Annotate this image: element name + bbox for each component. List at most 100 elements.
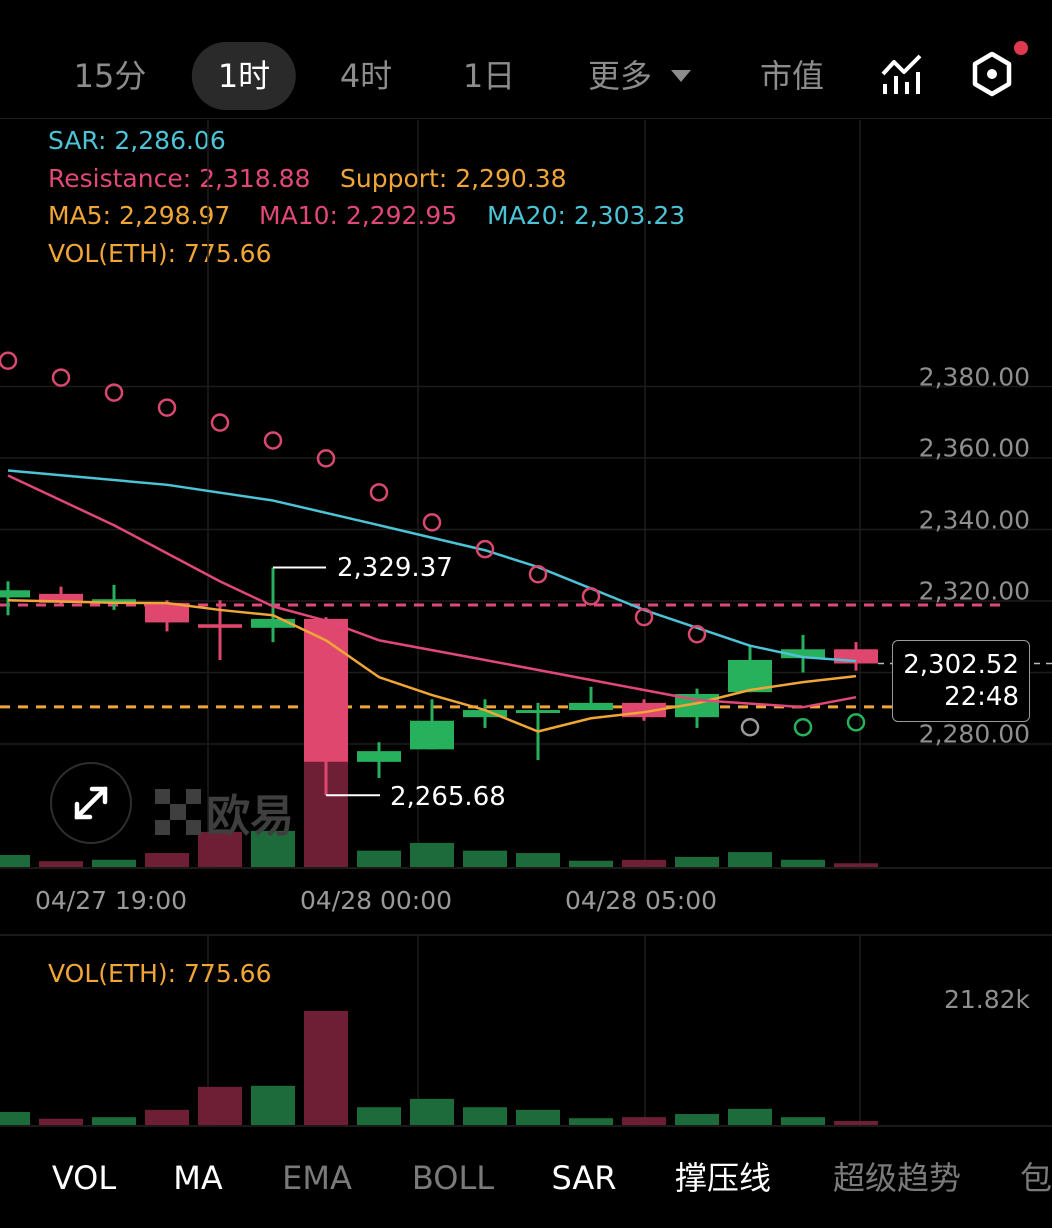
- legend-sar: SAR: 2,286.06: [48, 126, 226, 155]
- sar-dot: [793, 717, 813, 737]
- volume-bar-overlay: [569, 860, 613, 867]
- volume-bar-overlay: [622, 859, 666, 867]
- last-price-tag[interactable]: 2,302.52 22:48: [892, 640, 1030, 722]
- sar-dot: [104, 383, 124, 402]
- volume-bar-overlay: [410, 842, 454, 867]
- volume-bar-overlay: [516, 853, 560, 867]
- notification-dot: [1014, 41, 1028, 55]
- tab-1d[interactable]: 1日: [462, 57, 516, 95]
- candle-body: [463, 710, 507, 718]
- sar-dot: [210, 413, 230, 432]
- candle-countdown: 22:48: [944, 682, 1019, 712]
- sar-dot: [475, 539, 495, 559]
- sar-dot: [846, 713, 866, 732]
- x-tick-label: 04/27 19:00: [34, 886, 188, 915]
- x-tick-label: 04/28 00:00: [299, 886, 453, 915]
- line-bar-chart-icon[interactable]: [880, 52, 924, 96]
- expand-arrows-icon: [74, 786, 108, 820]
- sar-dot: [51, 368, 71, 387]
- volume-bar: [516, 1109, 560, 1125]
- indicator-boll[interactable]: BOLL: [411, 1159, 495, 1197]
- volume-bar-overlay: [198, 831, 242, 867]
- volume-bar: [728, 1108, 772, 1125]
- indicator-ema[interactable]: EMA: [282, 1159, 352, 1197]
- legend-ma10: MA10: 2,292.95: [259, 201, 458, 230]
- y-tick-label: 2,280.00: [918, 719, 1030, 749]
- volume-bar: [357, 1107, 401, 1125]
- okx-logo-icon: [155, 789, 201, 835]
- volume-legend: VOL(ETH): 775.66: [48, 959, 272, 988]
- y-tick-label: 2,340.00: [918, 505, 1030, 535]
- volume-bar: [463, 1107, 507, 1125]
- volume-bar: [0, 1111, 30, 1125]
- sar-dot: [263, 431, 283, 450]
- legend-ma5: MA5: 2,298.97: [48, 201, 231, 230]
- volume-bar-overlay: [145, 853, 189, 867]
- indicator-envelope[interactable]: 包: [1019, 1159, 1052, 1197]
- volume-bar: [410, 1098, 454, 1125]
- x-tick-label: 04/28 05:00: [564, 886, 718, 915]
- legend-ma20: MA20: 2,303.23: [487, 201, 686, 230]
- volume-bar: [569, 1118, 613, 1125]
- tab-4h[interactable]: 4时: [339, 57, 393, 95]
- candle-body: [569, 702, 613, 711]
- candle-body: [39, 593, 83, 603]
- volume-bar-overlay: [781, 859, 825, 867]
- candle-body: [304, 618, 348, 762]
- indicator-sar[interactable]: SAR: [551, 1159, 617, 1197]
- legend-resistance: Resistance: 2,318.88: [48, 164, 311, 193]
- volume-bar: [304, 1011, 348, 1125]
- candle-body: [92, 599, 136, 603]
- candle-body: [198, 624, 242, 628]
- sar-dot: [316, 449, 336, 468]
- volume-bar: [198, 1086, 242, 1125]
- sar-dot: [0, 351, 18, 371]
- volume-bar-overlay: [39, 861, 83, 867]
- sar-dot: [634, 607, 654, 627]
- volume-bar-overlay: [834, 863, 878, 867]
- sar-dot: [687, 624, 707, 644]
- y-tick-label: 2,320.00: [918, 576, 1030, 606]
- volume-bar: [834, 1120, 878, 1125]
- volume-bar-overlay: [728, 852, 772, 867]
- y-tick-label: 2,360.00: [918, 433, 1030, 463]
- volume-bar-overlay: [675, 856, 719, 867]
- indicator-vol[interactable]: VOL: [51, 1159, 117, 1197]
- low-annotation: 2,265.68: [390, 782, 506, 812]
- volume-bar: [622, 1117, 666, 1125]
- candle-body: [251, 618, 295, 628]
- indicator-ma[interactable]: MA: [173, 1159, 223, 1197]
- volume-bar-overlay: [463, 850, 507, 867]
- indicator-support-resistance[interactable]: 撑压线: [674, 1159, 772, 1197]
- indicator-supertrend[interactable]: 超级趋势: [832, 1159, 962, 1197]
- ma-line-ma10: [7, 474, 857, 709]
- volume-bar: [781, 1117, 825, 1125]
- candle-body: [834, 649, 878, 664]
- watermark-text: 欧易: [206, 791, 295, 842]
- divider: [0, 118, 1052, 119]
- volume-bar: [675, 1114, 719, 1125]
- sar-dot: [528, 564, 548, 584]
- tab-1h[interactable]: 1时: [191, 42, 297, 110]
- sar-dot: [581, 587, 601, 606]
- volume-bar-overlay: [251, 830, 295, 867]
- candle-body: [145, 602, 189, 623]
- hexagon-settings-icon[interactable]: [968, 50, 1016, 98]
- tab-more[interactable]: 更多: [587, 57, 653, 95]
- volume-bar: [92, 1117, 136, 1125]
- volume-bar: [145, 1109, 189, 1125]
- ma-line-ma20: [7, 469, 857, 663]
- tab-15m[interactable]: 15分: [73, 57, 147, 95]
- candle-body: [0, 590, 30, 598]
- volume-bar: [251, 1085, 295, 1125]
- high-annotation: 2,329.37: [337, 553, 453, 583]
- expand-button[interactable]: [50, 762, 132, 844]
- ma-line-ma5: [7, 599, 857, 733]
- sar-dot: [157, 398, 177, 417]
- volume-max-label: 21.82k: [943, 985, 1030, 1014]
- y-tick-label: 2,380.00: [918, 362, 1030, 392]
- tab-market-cap[interactable]: 市值: [759, 57, 825, 95]
- triangle-down-icon[interactable]: [671, 70, 691, 82]
- volume-bar-overlay: [0, 854, 30, 867]
